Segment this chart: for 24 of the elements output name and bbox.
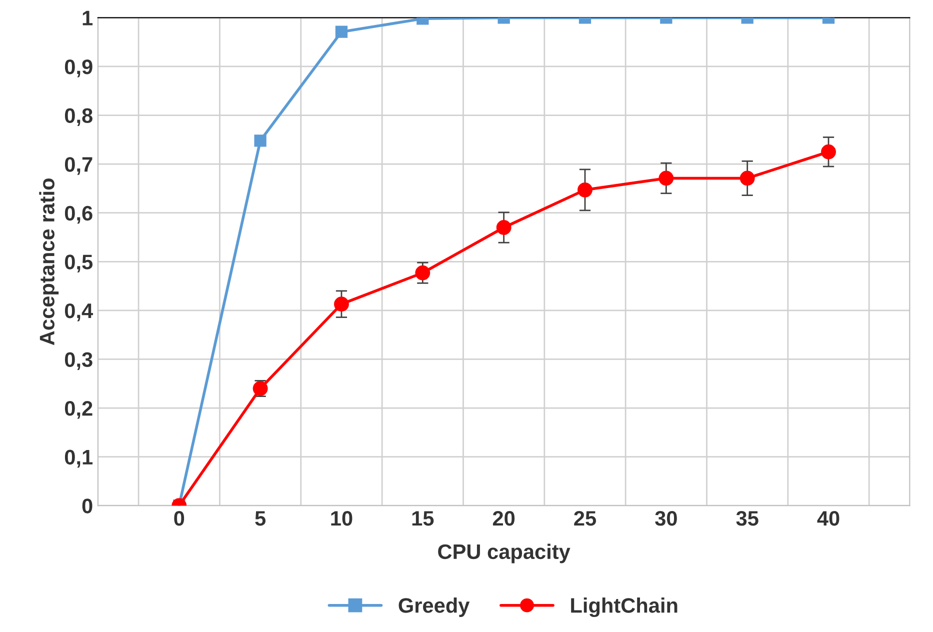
legend-label: LightChain xyxy=(571,598,678,618)
x-tick-label: 35 xyxy=(736,511,758,526)
y-tick-label: 0,5 xyxy=(64,254,93,272)
x-tick-label: 10 xyxy=(331,511,352,526)
y-axis-title: Acceptance ratio xyxy=(39,178,59,346)
x-axis-title: CPU capacity xyxy=(438,544,570,564)
x-tick-label: 40 xyxy=(817,511,840,526)
y-tick-label: 0,8 xyxy=(64,108,92,126)
y-tick-label: 0,9 xyxy=(64,59,92,78)
x-tick-label: 5 xyxy=(255,511,266,526)
y-tick-label: 1 xyxy=(82,10,93,26)
x-tick-label: 30 xyxy=(655,511,677,526)
x-tick-label: 20 xyxy=(492,511,515,526)
x-tick-label: 25 xyxy=(574,511,596,526)
y-tick-label: 0,1 xyxy=(64,450,93,468)
legend-label: Greedy xyxy=(398,598,470,617)
y-tick-label: 0 xyxy=(82,498,92,514)
y-tick-label: 0,4 xyxy=(64,303,93,322)
y-tick-label: 0,3 xyxy=(64,352,92,370)
x-tick-label: 15 xyxy=(412,511,434,526)
x-tick-label: 0 xyxy=(174,511,184,526)
y-tick-label: 0,7 xyxy=(64,157,92,175)
y-tick-label: 0,6 xyxy=(64,206,92,224)
y-tick-label: 0,2 xyxy=(64,401,92,419)
